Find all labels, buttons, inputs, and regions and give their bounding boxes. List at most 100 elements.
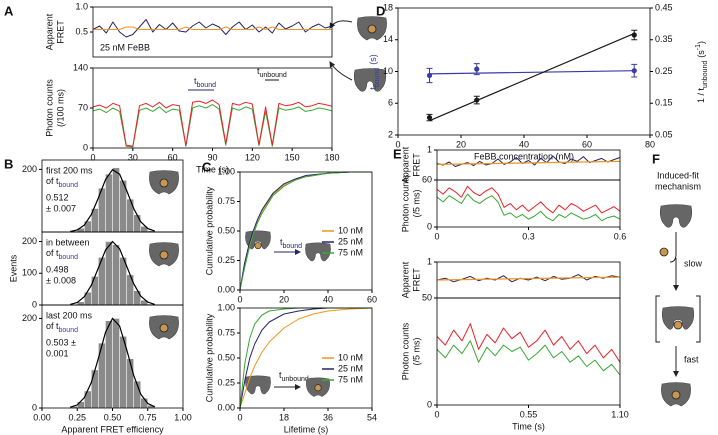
y-axis-label: FRET [411,268,421,292]
arrow [329,61,353,81]
x-tick-label: 150 [285,152,300,162]
y-tick-label: 1 [427,144,432,154]
legend-label: 10 nM [338,352,363,362]
plot-frame [436,179,621,228]
y-tick-label: 50 [422,292,432,302]
label-part: (s [696,50,706,58]
ligand-icon [659,247,669,257]
x-tick-label: 0 [90,152,95,162]
series-line [239,307,373,409]
bar [112,167,120,233]
y-axis-label: Cumulative probability [204,313,214,402]
label-part: ) [696,41,706,44]
annotation: 25 nM FeBB [100,42,150,52]
x-tick-label: 40 [519,139,529,149]
y-tick-label: 0.25 [217,255,235,265]
x-axis-label: Lifetime (s) [284,424,329,434]
step-label: slow [684,258,703,268]
note-line: 0.503 ± [46,337,76,347]
x-tick-label: 90 [207,152,217,162]
y-axis-label: Photon counts [400,174,410,232]
y-tick-label: 200 [22,313,37,323]
x-tick-label: 120 [245,152,260,162]
y-tick-label: 1 [427,256,432,266]
bar [126,358,134,409]
annotation: tbound [280,237,302,250]
y-tick-label: 70 [78,102,88,112]
note-text: of t [46,176,59,186]
legend-label: 75 nM [338,374,363,384]
diagram-title: Induced-fit [657,170,700,180]
fit-curve [70,240,155,305]
y-tick-label: 0.00 [217,284,235,294]
annotation-text: t [280,237,283,247]
y-axis-label: Events [8,254,18,282]
annotation: tunbound [257,66,287,79]
panel-letter: A [4,3,14,18]
y-axis-label: Photon counts [400,322,410,380]
note-sub: bound [59,182,79,189]
y-tick-label: 0 [32,299,37,309]
y-axis-label: FRET [55,20,65,44]
series-line [92,19,333,38]
note-sub: bound [59,327,79,334]
y-tick-label: 2 [388,129,393,139]
y-tick-label: 60 [422,174,432,184]
protein-icon [148,170,180,195]
marker [474,66,480,72]
note-line: last 200 ms [46,310,93,320]
x-tick-label: 80 [645,139,655,149]
series-line [436,274,621,283]
y-tick-label: 1.00 [217,302,235,312]
x-tick-label: 0.6 [614,231,627,241]
x-tick-label: 54 [367,412,377,422]
x-tick-label: 20 [279,294,289,304]
x-tick-label: 40 [323,294,333,304]
panel-letter: D [376,3,385,18]
series-line [239,171,372,291]
x-tick-label: 0 [237,412,242,422]
x-axis-label: Apparent FRET efficiency [61,424,164,434]
protein-icon [305,242,331,262]
note-line: of tbound [46,176,78,189]
panel-letter: C [202,159,212,174]
y-tick-label: 0.25 [217,377,235,387]
y-tick-label: 6 [388,98,393,108]
fit-curve [70,168,156,233]
y-axis-label: tbound (s) [368,54,381,89]
annotation-text: t [194,76,197,86]
x-tick-label: 0 [434,409,439,419]
plot-frame [436,297,621,406]
y-tick-label: 0.75 [217,327,235,337]
x-axis-label: Time (s) [196,164,229,174]
y-axis-label: (/100 ms) [55,89,65,127]
bar [105,241,113,306]
note-line: ± 0.007 [46,203,76,213]
y-tick-label: 1.0 [75,1,88,11]
protein-icon [148,242,180,267]
y-axis-label: Apparent [44,13,54,50]
protein-icon [148,315,180,340]
note-line: 0.498 [46,264,69,274]
x-tick-label: 30 [128,152,138,162]
bar [112,244,120,306]
series-line [436,340,621,376]
x-tick-label: 60 [168,152,178,162]
note-text: of t [46,321,59,331]
y-tick-label: 14 [383,34,393,44]
label-sup: -1 [695,44,702,50]
y-axis-label: Photon counts [44,79,54,137]
y-tick-label: 10 [383,66,393,76]
y-tick-label: 0.50 [217,352,235,362]
y-tick-label: 18 [383,2,393,12]
y-tick-label: 0.50 [217,225,235,235]
annotation-sub: bound [283,243,303,250]
arrow [329,20,353,29]
series-line [436,185,621,214]
bar [84,390,92,409]
x-tick-label: 1.10 [611,409,629,419]
bar [133,214,141,233]
annotation-text: t [279,370,282,380]
series-line [436,155,621,167]
x-axis-label: Time (s) [512,421,545,431]
